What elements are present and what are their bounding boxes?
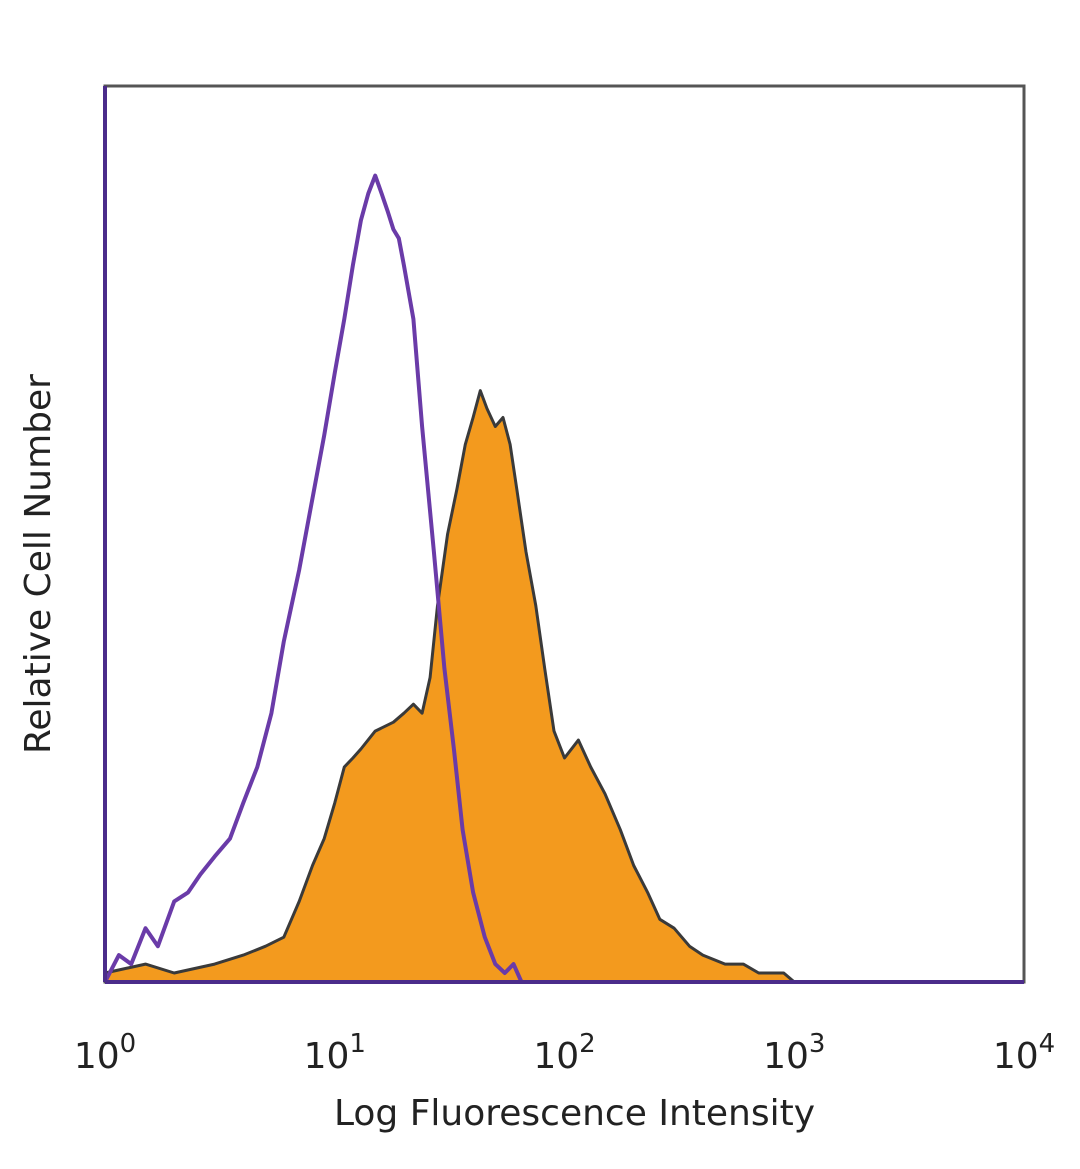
x-tick-labels: 100 101 102 103 104 [74, 1029, 1055, 1077]
x-tick-label: 104 [993, 1029, 1055, 1077]
x-tick-label: 101 [304, 1029, 366, 1077]
y-axis-label: Relative Cell Number [18, 374, 59, 754]
x-tick-label: 100 [74, 1029, 136, 1077]
x-tick-label: 103 [763, 1029, 825, 1077]
series-outline-histogram [103, 173, 1024, 984]
x-axis-label: Log Fluorescence Intensity [334, 1093, 815, 1134]
series-filled-histogram [103, 389, 796, 984]
plot-layer [103, 173, 1024, 984]
x-tick-label: 102 [533, 1029, 595, 1077]
